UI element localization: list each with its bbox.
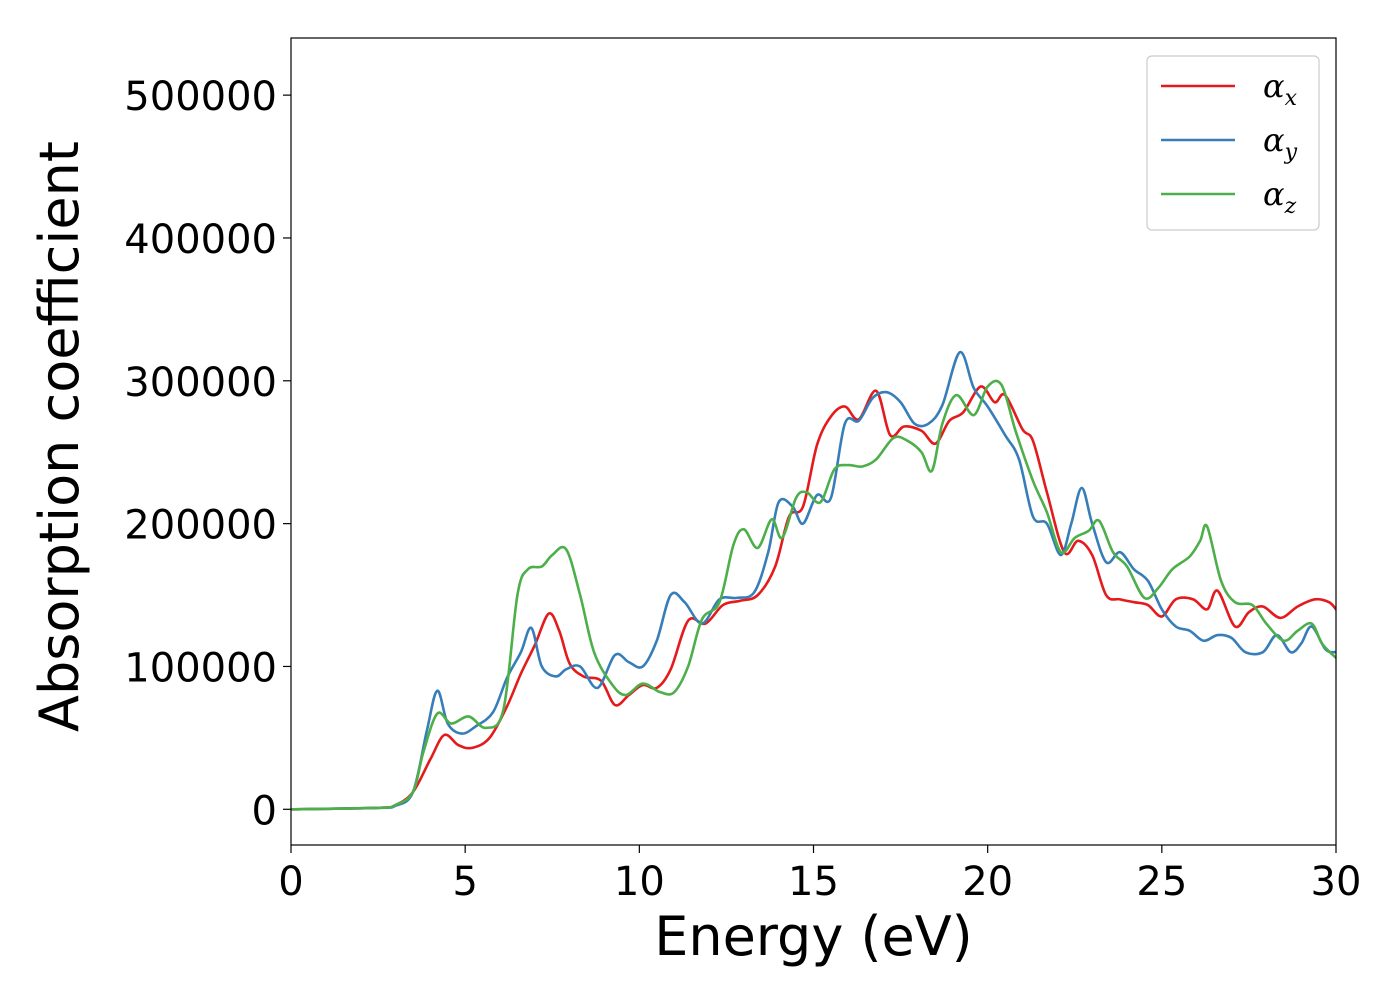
y-axis-ticks: 0 100000 200000 300000 400000 500000: [124, 74, 291, 834]
y-tick-label: 200000: [124, 503, 277, 549]
series-line-z: [291, 379, 1336, 811]
x-axis-ticks: 0 5 10 15 20 25 30: [278, 845, 1361, 905]
x-tick-label: 25: [1136, 859, 1187, 905]
series-line-y: [291, 350, 1336, 811]
y-axis-label: Absorption coefficient: [28, 141, 91, 732]
x-axis-label: Energy (eV): [654, 905, 973, 968]
y-tick-label: 100000: [124, 645, 277, 691]
series-lines: [291, 350, 1336, 811]
x-tick-label: 30: [1311, 859, 1362, 905]
plot-area: [290, 37, 1337, 846]
y-tick-label: 400000: [124, 217, 277, 263]
y-tick-label: 500000: [124, 74, 277, 120]
x-tick-label: 20: [962, 859, 1013, 905]
x-tick-label: 10: [614, 859, 665, 905]
x-tick-label: 5: [452, 859, 477, 905]
legend-label-z: αz: [1263, 175, 1297, 219]
legend-label-x: αx: [1263, 67, 1298, 111]
legend-label-y: αy: [1263, 121, 1298, 165]
y-tick-label: 0: [252, 788, 277, 834]
legend: αx αy αz: [1146, 55, 1320, 231]
y-tick-label: 300000: [124, 360, 277, 406]
x-tick-label: 0: [278, 859, 303, 905]
legend-box: [1146, 55, 1320, 231]
x-tick-label: 15: [788, 859, 839, 905]
